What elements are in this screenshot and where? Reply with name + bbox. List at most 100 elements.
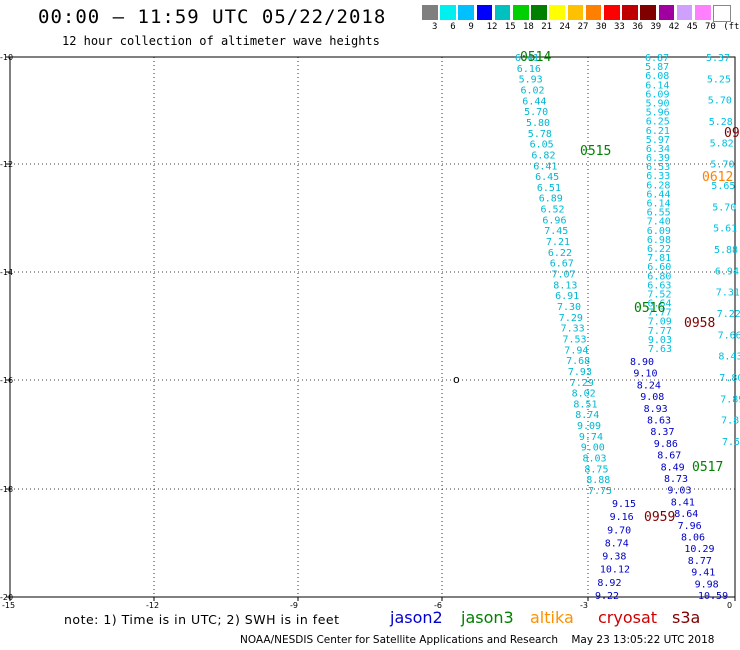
- scale-unit: (ft): [723, 22, 740, 32]
- track-label-jason3: 8.74: [575, 410, 599, 421]
- pass-time-label: 0515: [580, 144, 611, 159]
- scale-swatch: [513, 5, 529, 20]
- track-label-altika: 6.63: [647, 280, 671, 291]
- track-label-altika: 6.39: [646, 153, 670, 164]
- footer-note: note: 1) Time is in UTC; 2) SWH is in fe…: [64, 612, 340, 627]
- satellite-legend-jason3: jason3: [461, 608, 514, 627]
- scale-swatch: [676, 5, 693, 20]
- track-label-jason3: 7.94: [564, 345, 588, 356]
- track-label-altika: 6.33: [646, 171, 670, 182]
- track-label-jason2: 9.15: [612, 499, 636, 510]
- satellite-legend-altika: altika: [530, 608, 574, 627]
- track-label-altika: 7.09: [648, 317, 672, 328]
- track-label-altika: 7.52: [647, 289, 671, 300]
- land-marker: o: [453, 373, 460, 386]
- track-label-altika: 8.90: [630, 357, 654, 368]
- scale-swatch: [549, 5, 565, 20]
- lon-label: 0: [727, 601, 732, 610]
- scale-label: 70: [705, 22, 716, 32]
- track-label-altika: 7.96: [678, 521, 702, 532]
- track-label-altika: 5.82: [710, 138, 734, 149]
- track-label-altika: 5.70: [708, 96, 732, 107]
- satellite-tracks: 6.416.165.936.026.445.705.805.786.056.82…: [515, 53, 740, 602]
- track-label-jason3: 6.45: [535, 172, 559, 183]
- track-label-altika: 5.65: [711, 181, 735, 192]
- track-label-altika: 5.28: [709, 117, 733, 128]
- track-label-altika: 9.10: [633, 369, 657, 380]
- lat-label: -14: [0, 268, 13, 277]
- track-label-jason3: 7.30: [557, 302, 581, 313]
- scale-label: 3: [432, 22, 438, 32]
- lon-label: -3: [580, 601, 588, 610]
- scale-swatch: [458, 5, 474, 20]
- satellite-legend-s3a: s3a: [672, 608, 701, 627]
- map-frame: [9, 56, 736, 598]
- track-label-altika: 9.86: [654, 439, 678, 450]
- scale-label: 12: [486, 22, 498, 32]
- track-label-jason3: 8.51: [573, 399, 597, 410]
- track-label-altika: 6.22: [647, 244, 671, 255]
- scale-label: 33: [614, 22, 625, 32]
- track-label-altika: 7.80: [719, 373, 740, 384]
- track-label-altika: 6.87: [645, 53, 669, 64]
- track-label-altika: 6.80: [647, 271, 671, 282]
- track-label-altika: 6.98: [647, 235, 671, 246]
- track-label-jason3: 7.68: [566, 356, 590, 367]
- track-label-jason3: 9.74: [579, 432, 603, 443]
- track-label-altika: 10.29: [684, 544, 714, 555]
- track-label-altika: 5.70: [712, 202, 736, 213]
- scale-label: 21: [541, 22, 553, 32]
- track-label-altika: 7.77: [648, 308, 672, 319]
- track-label-altika: 9.98: [695, 579, 719, 590]
- lat-label: -20: [0, 593, 13, 602]
- lon-label: -9: [290, 601, 298, 610]
- scale-swatch: [640, 5, 656, 20]
- scale-swatch: [567, 5, 584, 20]
- lat-label: -18: [0, 485, 13, 494]
- track-label-jason3: 5.93: [519, 75, 543, 86]
- track-label-altika: 8.41: [671, 497, 695, 508]
- track-label-altika: 5.96: [646, 108, 670, 119]
- scale-label: 39: [650, 22, 662, 32]
- scale-swatch: [585, 5, 602, 20]
- scale-label: 15: [504, 22, 516, 32]
- scale-label: 27: [577, 22, 589, 32]
- lon-label: -6: [434, 601, 442, 610]
- track-label-jason3: 6.16: [517, 64, 541, 75]
- lat-label: -12: [0, 160, 13, 169]
- track-label-jason3: 6.22: [548, 248, 572, 259]
- track-label-jason3: 7.29: [570, 378, 594, 389]
- scale-label: 30: [595, 22, 607, 32]
- track-label-jason3: 8.03: [583, 454, 607, 465]
- pass-time-label: 0958: [684, 316, 715, 331]
- track-label-altika: 6.21: [646, 126, 670, 137]
- track-label-jason3: 7.75: [588, 486, 612, 497]
- track-label-altika: 9.41: [691, 568, 715, 579]
- track-label-altika: 9.08: [640, 392, 664, 403]
- track-label-jason3: 6.89: [539, 194, 563, 205]
- track-label-jason3: 6.82: [531, 150, 555, 161]
- scale-swatch: [476, 5, 493, 20]
- track-label-altika: 7.22: [717, 309, 740, 320]
- track-label-altika: 5.87: [645, 62, 669, 73]
- satellite-legend-cryosat: cryosat: [598, 608, 658, 627]
- track-label-jason3: 5.78: [528, 129, 552, 140]
- track-label-jason2: 8.92: [597, 578, 621, 589]
- track-label-altika: 7.5: [722, 437, 740, 448]
- track-label-altika: 6.44: [646, 189, 670, 200]
- track-label-altika: 8.37: [650, 427, 674, 438]
- axis-labels: -10 -12 -14 -16 -18 -20-15 -12 -9 -6 -3 0: [0, 53, 732, 610]
- track-label-altika: 5.97: [646, 135, 670, 146]
- track-label-altika: 5.90: [646, 99, 670, 110]
- scale-swatch: [494, 5, 511, 20]
- track-label-jason3: 6.91: [555, 291, 579, 302]
- scale-label: 18: [523, 22, 534, 32]
- track-label-jason2: 10.12: [600, 565, 630, 576]
- track-label-jason2: 9.22: [595, 591, 619, 602]
- track-label-altika: 10.59: [698, 591, 728, 602]
- track-label-jason3: 8.75: [584, 464, 608, 475]
- track-label-altika: 7.89: [720, 394, 740, 405]
- track-label-jason3: 7.93: [568, 367, 592, 378]
- scale-label: 24: [559, 22, 571, 32]
